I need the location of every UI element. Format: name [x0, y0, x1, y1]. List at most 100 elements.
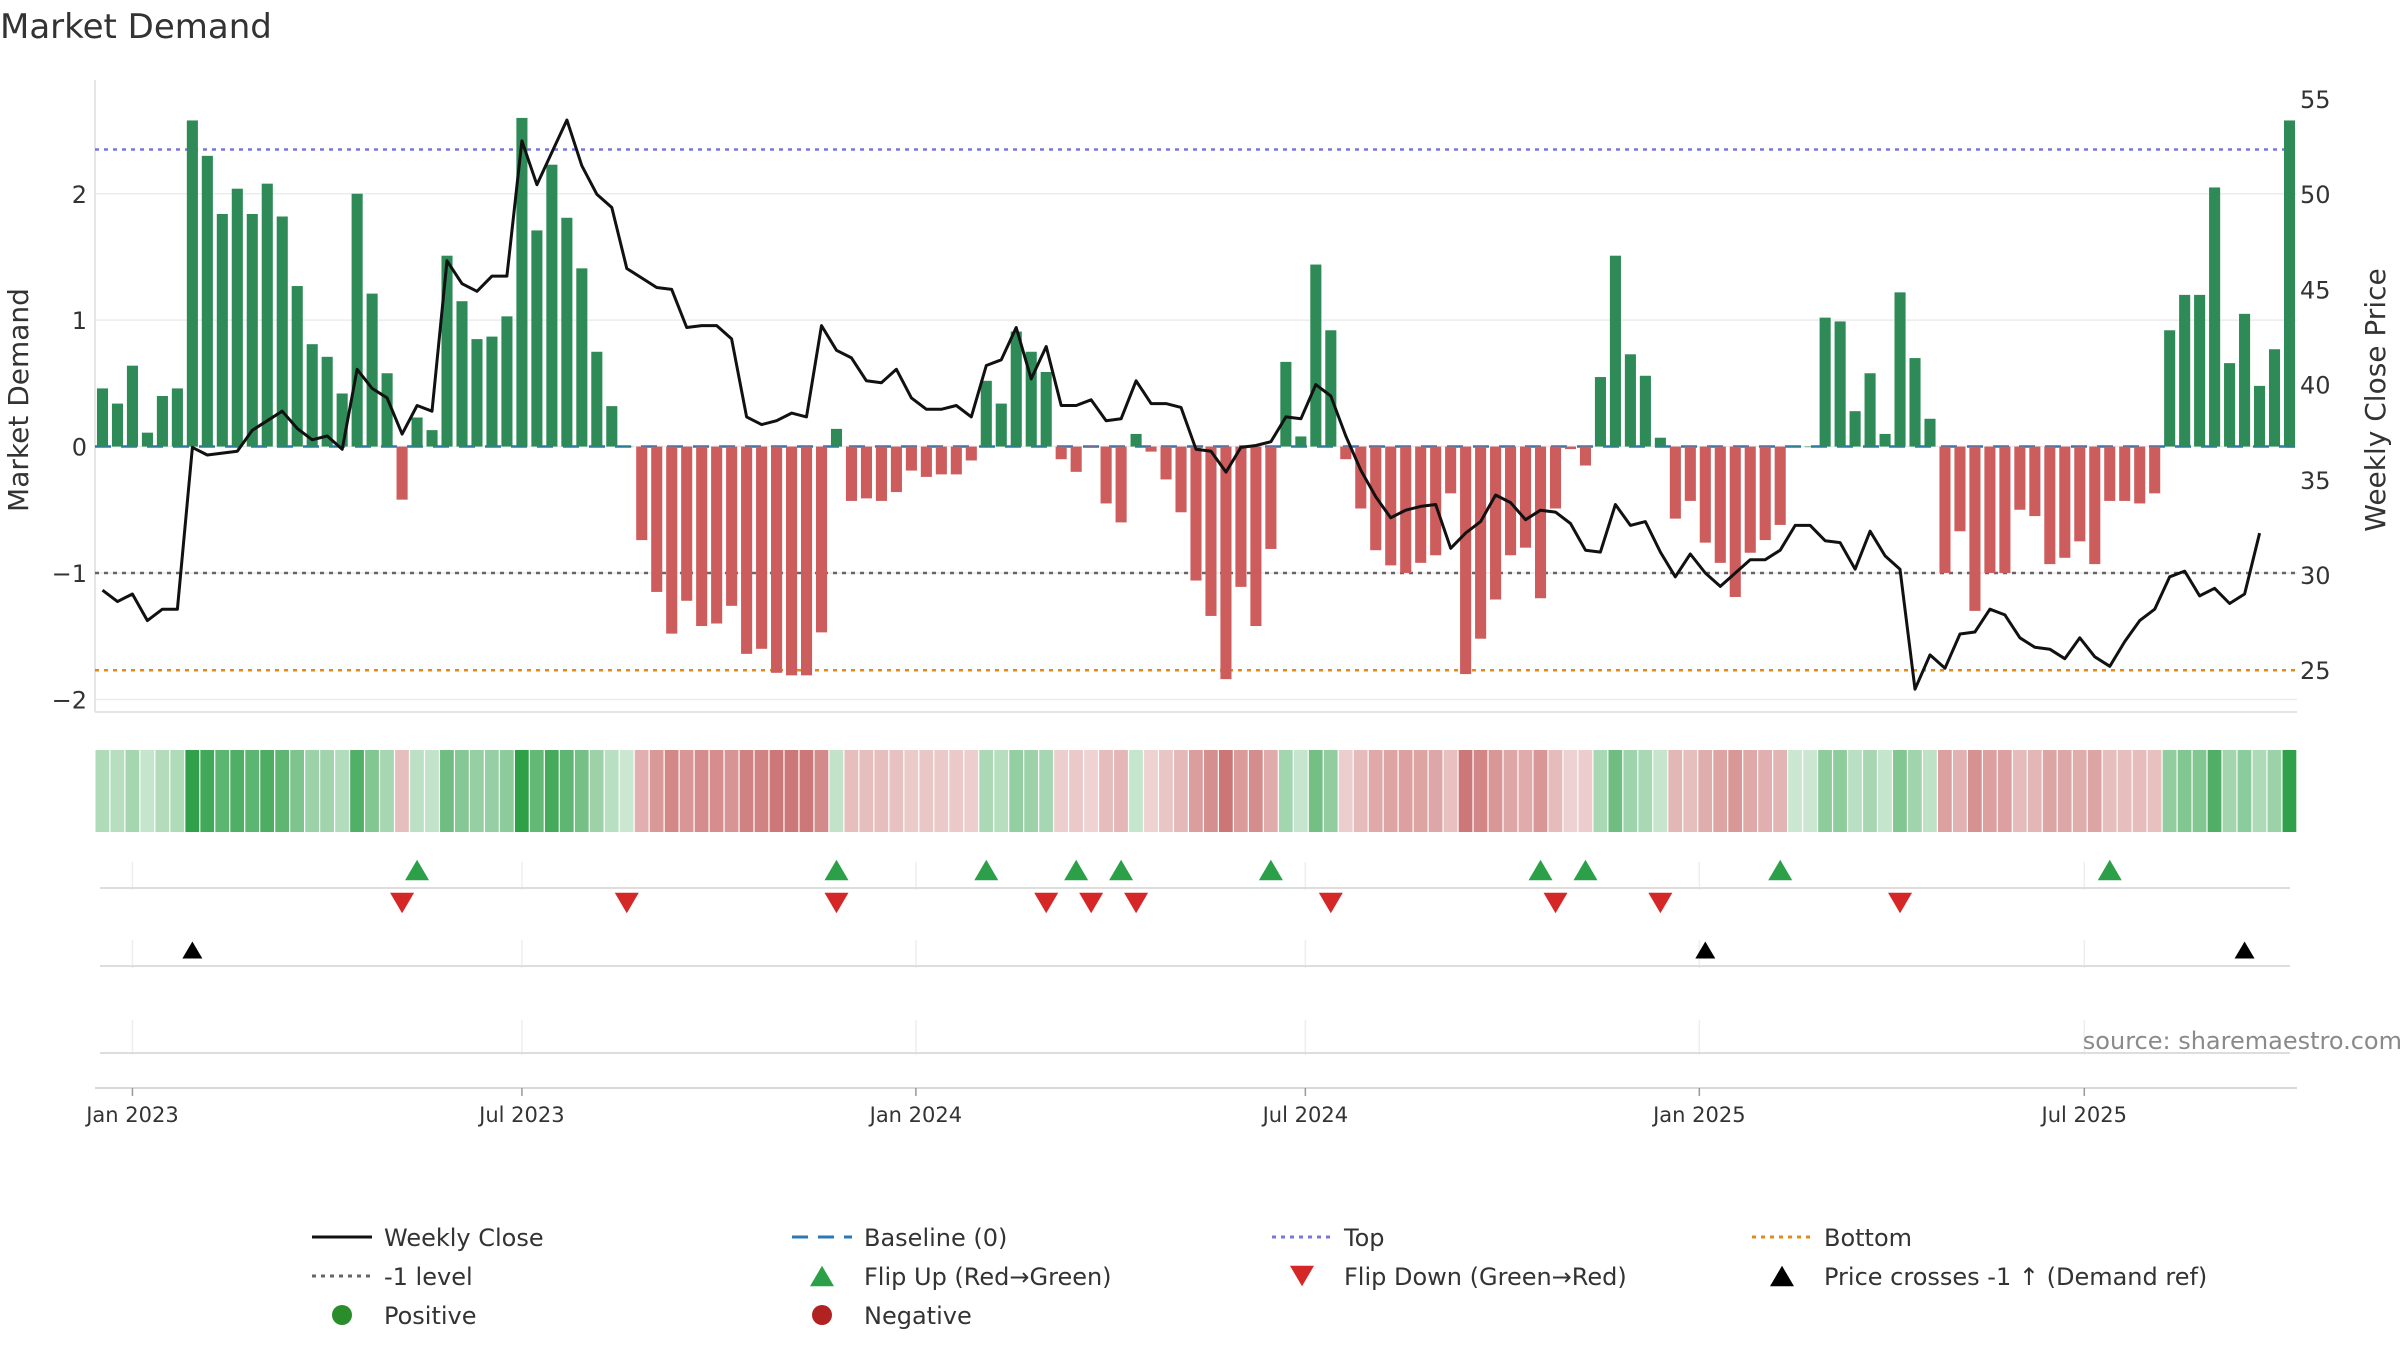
flip-down-marker — [614, 892, 639, 914]
demand-bar — [426, 430, 438, 447]
demand-bar — [2044, 446, 2056, 565]
demand-bar — [1609, 255, 1621, 447]
legend-label: Negative — [864, 1302, 972, 1330]
right-tick-label: 35 — [2300, 467, 2331, 495]
demand-bar — [1684, 446, 1696, 501]
demand-bar — [2224, 363, 2236, 447]
flip-down-marker — [1318, 892, 1343, 914]
right-axis-label: Weekly Close Price — [2359, 268, 2392, 531]
demand-bar — [1714, 446, 1726, 563]
demand-bar — [381, 373, 393, 447]
heat-cell — [559, 750, 574, 832]
demand-bar — [441, 255, 453, 447]
right-tick-label: 25 — [2300, 657, 2331, 685]
demand-bar — [1954, 446, 1966, 532]
demand-bars — [96, 117, 2296, 680]
demand-bar — [1115, 446, 1127, 523]
legend-label: -1 level — [384, 1263, 473, 1291]
heat-cell — [1818, 750, 1832, 832]
demand-bar — [486, 336, 498, 447]
heat-cell — [1039, 750, 1053, 832]
demand-bar — [935, 446, 947, 475]
heat-cell — [1548, 750, 1563, 832]
heat-cell — [2027, 750, 2042, 832]
demand-bar — [845, 446, 858, 501]
demand-bar — [1190, 446, 1202, 581]
heat-cell — [275, 750, 290, 832]
demand-bar — [1564, 446, 1577, 450]
demand-bar — [1055, 446, 1067, 460]
heat-cell — [1308, 750, 1323, 832]
date-tick-label: Jan 2023 — [84, 1103, 179, 1127]
heat-cell — [2042, 750, 2057, 832]
demand-bar — [1744, 446, 1756, 553]
heat-cell — [994, 750, 1009, 832]
demand-bar — [980, 380, 992, 447]
date-tick-label: Jul 2024 — [1261, 1103, 1348, 1127]
heat-cell — [1114, 750, 1128, 832]
heat-cell — [679, 750, 694, 832]
heat-cell — [260, 750, 275, 832]
demand-bar — [351, 193, 363, 447]
heat-cell — [934, 750, 949, 832]
heat-cell — [1159, 750, 1173, 832]
demand-bar — [815, 446, 828, 633]
demand-bar — [890, 446, 902, 493]
legend-label: Weekly Close — [384, 1224, 544, 1252]
left-axis-ticks: −2 −1 0 1 2 — [52, 181, 87, 715]
demand-bar — [2283, 120, 2296, 447]
demand-bar — [950, 446, 962, 475]
heat-cell — [514, 750, 529, 832]
demand-bar — [621, 446, 633, 448]
heat-cell — [1353, 750, 1368, 832]
heat-cell — [1398, 750, 1413, 832]
right-axis-ticks: 25 30 35 40 45 50 55 — [2300, 86, 2331, 685]
heat-cell — [469, 750, 484, 832]
heat-cell — [2147, 750, 2162, 832]
demand-bar — [366, 293, 378, 447]
heat-cell — [1937, 750, 1952, 832]
demand-bar — [96, 388, 109, 447]
heat-cell — [784, 750, 799, 832]
heat-cell — [1533, 750, 1548, 832]
heat-cell — [1698, 750, 1713, 832]
heat-cell — [125, 750, 140, 832]
demand-bar — [1445, 446, 1457, 494]
demand-bar — [2089, 446, 2101, 565]
legend-label: Top — [1343, 1224, 1385, 1252]
heat-cell — [1488, 750, 1503, 832]
demand-bar — [2119, 446, 2131, 501]
date-tick-label: Jan 2024 — [868, 1103, 963, 1127]
demand-bar — [1070, 446, 1082, 472]
demand-bar — [2074, 446, 2086, 542]
heat-cell — [964, 750, 979, 832]
demand-bar — [1040, 371, 1052, 447]
demand-bar — [1999, 446, 2011, 573]
price-cross-marker — [2234, 941, 2255, 959]
heat-cell — [2207, 750, 2222, 832]
demand-bar — [771, 446, 783, 673]
demand-bar — [1295, 436, 1307, 447]
heat-cell — [2012, 750, 2027, 832]
heat-cell — [2072, 750, 2087, 832]
flip-down-marker — [1124, 892, 1149, 914]
demand-bar — [2209, 187, 2221, 447]
right-tick-label: 55 — [2300, 86, 2331, 114]
heat-cell — [769, 750, 784, 832]
demand-bar — [1549, 446, 1562, 509]
heat-cell — [230, 750, 245, 832]
demand-bar — [681, 446, 693, 601]
heat-cell — [1653, 750, 1668, 832]
heat-cell — [1848, 750, 1862, 832]
demand-bar — [171, 388, 183, 447]
demand-bar — [396, 446, 408, 500]
demand-bar — [1280, 361, 1292, 447]
demand-bar — [1235, 446, 1247, 587]
demand-bar — [1385, 446, 1397, 566]
flip-up-marker — [1109, 859, 1134, 881]
flip-up-marker — [1528, 859, 1553, 881]
heat-cell — [1563, 750, 1578, 832]
demand-bar — [696, 446, 708, 627]
flip-down-marker — [1079, 892, 1104, 914]
